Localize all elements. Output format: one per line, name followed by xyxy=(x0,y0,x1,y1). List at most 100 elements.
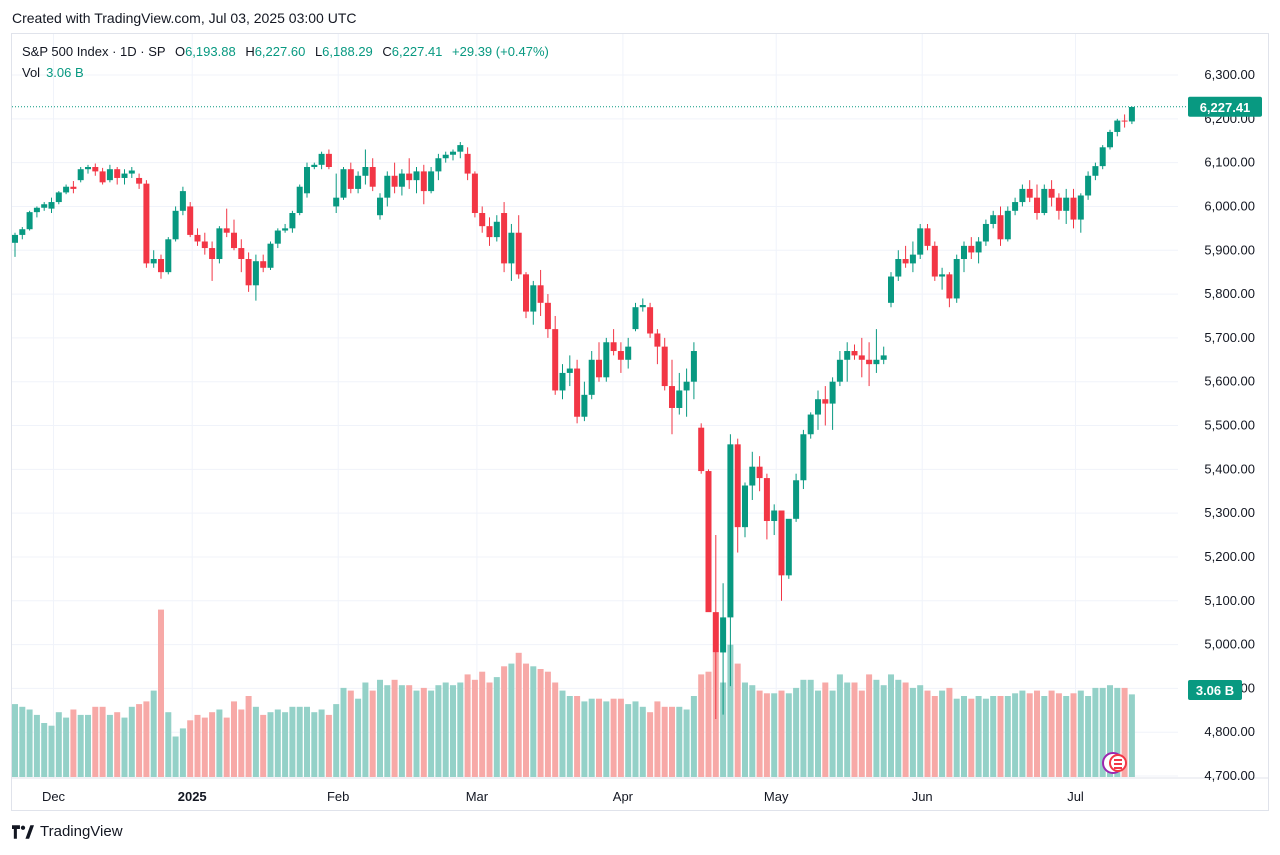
candle-body xyxy=(763,478,770,522)
candle-body xyxy=(435,158,442,172)
volume-bar xyxy=(406,685,413,777)
low-key: L xyxy=(314,44,323,59)
candle-body xyxy=(501,213,508,264)
volume-bar xyxy=(895,679,902,777)
symbol-label[interactable]: S&P 500 Index · 1D · SP xyxy=(22,44,166,59)
y-axis-tick-label: 5,000.00 xyxy=(1204,637,1255,652)
volume-bar xyxy=(493,677,500,777)
candle-body xyxy=(793,480,800,519)
volume-bar xyxy=(829,690,836,777)
volume-bar xyxy=(121,717,128,777)
candle-body xyxy=(128,170,135,174)
volume-bar xyxy=(355,698,362,777)
footer-brand[interactable]: TradingView xyxy=(12,823,123,840)
footer-brand-label: TradingView xyxy=(40,823,123,840)
candle-body xyxy=(807,414,814,435)
candle-body xyxy=(734,444,741,528)
volume-bar xyxy=(822,682,829,777)
change-value: +29.39 (+0.47%) xyxy=(452,44,549,59)
volume-bar xyxy=(1063,696,1070,777)
candle-body xyxy=(946,274,953,299)
candle-body xyxy=(632,307,639,330)
x-axis-tick-label: Dec xyxy=(42,789,66,804)
volume-bar xyxy=(238,709,245,777)
candle-body xyxy=(880,355,887,360)
candle-body xyxy=(282,228,289,231)
volume-bar xyxy=(953,698,960,777)
candle-body xyxy=(1041,188,1048,214)
volume-bar xyxy=(391,679,398,777)
volume-bar xyxy=(252,706,259,777)
candle-body xyxy=(1004,210,1011,240)
x-axis-tick-label: Feb xyxy=(327,789,349,804)
volume-bar xyxy=(428,690,435,777)
volume-bar xyxy=(70,709,77,777)
candle-body xyxy=(1063,197,1070,211)
volume-bar xyxy=(187,720,194,777)
candle-body xyxy=(785,518,792,576)
x-axis-tick-label: Apr xyxy=(613,789,634,804)
candle-body xyxy=(1092,166,1099,176)
volume-bar xyxy=(654,701,661,777)
volume-bar xyxy=(55,712,62,777)
candle-body xyxy=(676,390,683,408)
volume-bar xyxy=(136,704,143,777)
candle-body xyxy=(325,153,332,168)
candle-body xyxy=(537,285,544,303)
x-axis-tick-label: Jun xyxy=(912,789,933,804)
ohlc-legend: S&P 500 Index · 1D · SP O6,193.88 H6,227… xyxy=(22,44,549,59)
volume-bar xyxy=(931,696,938,777)
candle-body xyxy=(391,175,398,187)
candle-body xyxy=(340,169,347,198)
volume-bar xyxy=(1085,696,1092,777)
volume-bar xyxy=(698,674,705,777)
volume-bar xyxy=(815,690,821,777)
volume-bar xyxy=(537,669,544,777)
y-axis-tick-label: 5,400.00 xyxy=(1204,461,1255,476)
volume-bar xyxy=(435,685,442,777)
volume-bar xyxy=(720,682,727,777)
volume-bar xyxy=(851,682,858,777)
volume-bar xyxy=(1048,690,1055,777)
volume-bar xyxy=(909,687,916,777)
volume-bar xyxy=(763,693,770,777)
volume-tag xyxy=(1188,680,1242,700)
candle-body xyxy=(267,243,274,268)
volume-bar xyxy=(41,723,48,777)
candle-body xyxy=(260,261,267,268)
candle-body xyxy=(231,232,237,249)
volume-bar xyxy=(128,706,135,777)
candle-body xyxy=(238,248,245,260)
candle-body xyxy=(1077,195,1084,220)
volume-bar xyxy=(223,717,230,777)
volume-bar xyxy=(523,663,529,777)
candle-body xyxy=(1085,175,1092,196)
volume-bar xyxy=(610,698,617,777)
candle-body xyxy=(990,215,997,224)
candle-body xyxy=(1070,197,1077,220)
candle-body xyxy=(493,221,500,238)
candle-body xyxy=(216,228,223,260)
volume-bar xyxy=(1099,687,1106,777)
volume-bar xyxy=(471,679,478,777)
candle-body xyxy=(654,333,661,347)
volume-bar xyxy=(836,674,843,777)
volume-bar xyxy=(420,687,427,777)
candle-body xyxy=(333,197,340,207)
candle-body xyxy=(771,510,778,522)
tradingview-logo-icon xyxy=(12,824,34,839)
volume-bar xyxy=(690,696,697,777)
candle-body xyxy=(530,285,537,312)
candle-body xyxy=(245,259,252,286)
candle-body xyxy=(625,346,632,360)
volume-bar xyxy=(384,685,391,777)
volume-bar xyxy=(216,709,223,777)
candle-body xyxy=(19,229,26,235)
volume-bar xyxy=(508,663,515,777)
volume-bar xyxy=(289,706,296,777)
candle-body xyxy=(26,212,33,230)
low-value: 6,188.29 xyxy=(322,44,373,59)
volume-bar xyxy=(150,690,157,777)
candle-body xyxy=(55,192,62,203)
